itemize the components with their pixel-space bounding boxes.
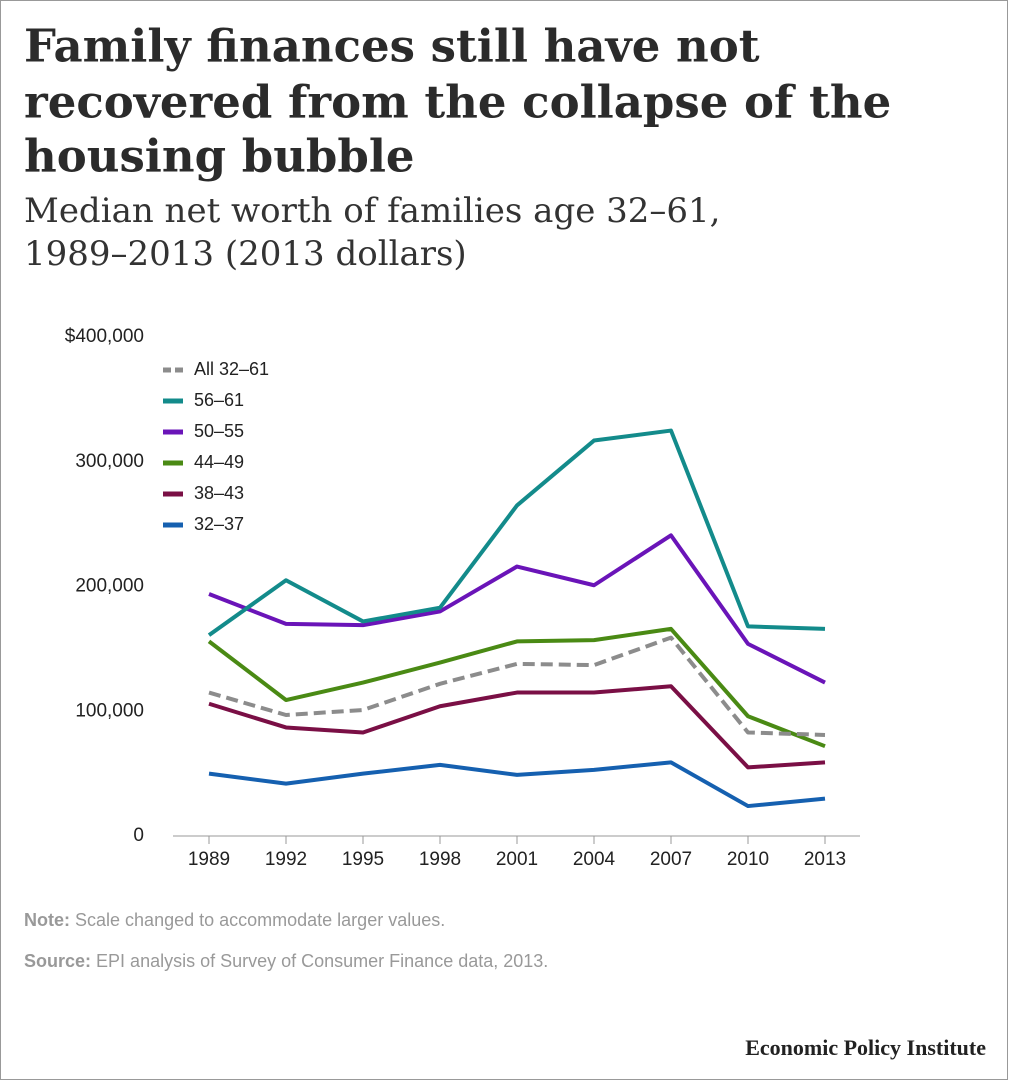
- legend-label: 38–43: [194, 483, 244, 503]
- line: [207, 626, 826, 749]
- line: [208, 635, 826, 737]
- line: [208, 684, 826, 770]
- subtitle: Median net worth of families age 32–61,: [24, 191, 721, 231]
- x-tick-label: 2001: [496, 849, 538, 870]
- note-text: Scale changed to accommodate larger valu…: [75, 910, 445, 930]
- line: [207, 428, 826, 637]
- footer: Economic Policy Institute: [745, 1035, 986, 1060]
- legend-label: 56–61: [194, 390, 244, 410]
- x-tick-label: 1998: [419, 849, 461, 870]
- x-tick-label: 1992: [265, 849, 307, 870]
- x-tick-label: 2010: [727, 849, 769, 870]
- source: Source: EPI analysis of Survey of Consum…: [24, 951, 548, 971]
- line: [208, 533, 826, 685]
- y-tick-label: 0: [133, 825, 144, 846]
- x-tick-label: 2013: [804, 849, 846, 870]
- y-tick-label: 100,000: [75, 700, 144, 721]
- y-tick-label: 300,000: [75, 451, 144, 472]
- legend-label: All 32–61: [194, 359, 269, 379]
- note-label: Note:: [24, 910, 70, 930]
- y-tick-label: $400,000: [65, 326, 144, 347]
- y-tick-label: 200,000: [75, 576, 144, 597]
- chart-title: housing bubble: [24, 130, 415, 183]
- legend-label: 32–37: [194, 514, 244, 534]
- x-tick-label: 2004: [573, 849, 616, 870]
- source-text: EPI analysis of Survey of Consumer Finan…: [96, 951, 548, 971]
- x-tick-label: 1995: [342, 849, 384, 870]
- chart-title: recovered from the collapse of the: [24, 76, 891, 129]
- legend-label: 50–55: [194, 421, 244, 441]
- chart-title: Family finances still have not: [24, 20, 760, 73]
- legend-label: 44–49: [194, 452, 244, 472]
- line: [208, 760, 826, 809]
- x-tick-label: 2007: [650, 849, 692, 870]
- subtitle: 1989–2013 (2013 dollars): [24, 234, 467, 274]
- source-label: Source:: [24, 951, 91, 971]
- note: Note: Scale changed to accommodate large…: [24, 910, 445, 930]
- x-tick-label: 1989: [188, 849, 230, 870]
